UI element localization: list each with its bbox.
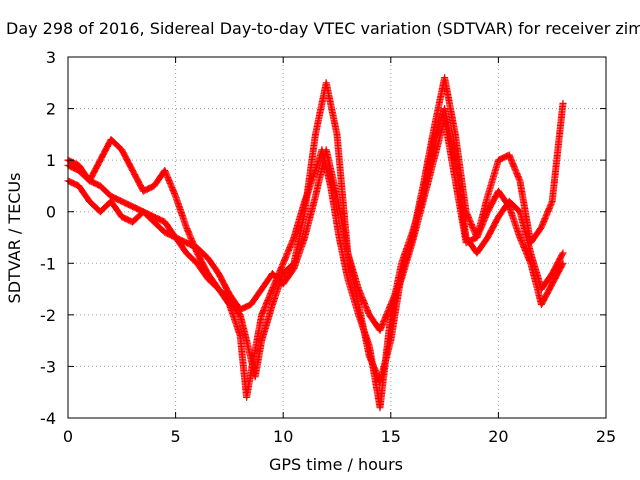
x-tick-label: 10 bbox=[273, 427, 293, 446]
series-3 bbox=[64, 115, 567, 334]
data-series bbox=[64, 74, 567, 412]
y-tick-label: -4 bbox=[40, 409, 56, 428]
y-tick-label: -3 bbox=[40, 357, 56, 376]
y-tick-label: -2 bbox=[40, 306, 56, 325]
y-tick-label: -1 bbox=[40, 254, 56, 273]
y-tick-label: 3 bbox=[46, 48, 56, 67]
y-tick-label: 2 bbox=[46, 100, 56, 119]
x-tick-label: 25 bbox=[596, 427, 616, 446]
y-tick-label: 0 bbox=[46, 203, 56, 222]
plot-frame bbox=[67, 56, 607, 419]
chart-title: Day 298 of 2016, Sidereal Day-to-day VTE… bbox=[6, 19, 640, 38]
x-axis-label: GPS time / hours bbox=[269, 455, 403, 474]
x-tick-label: 20 bbox=[488, 427, 508, 446]
series-trace bbox=[65, 116, 566, 333]
axis-ticks bbox=[67, 56, 607, 419]
y-axis-label: SDTVAR / TECUs bbox=[5, 173, 24, 304]
series-trace bbox=[65, 75, 567, 384]
x-tick-label: 5 bbox=[171, 427, 181, 446]
y-tick-label: 1 bbox=[46, 151, 56, 170]
series-1 bbox=[64, 105, 567, 412]
x-tick-label: 15 bbox=[381, 427, 401, 446]
x-tick-label: 0 bbox=[63, 427, 73, 446]
